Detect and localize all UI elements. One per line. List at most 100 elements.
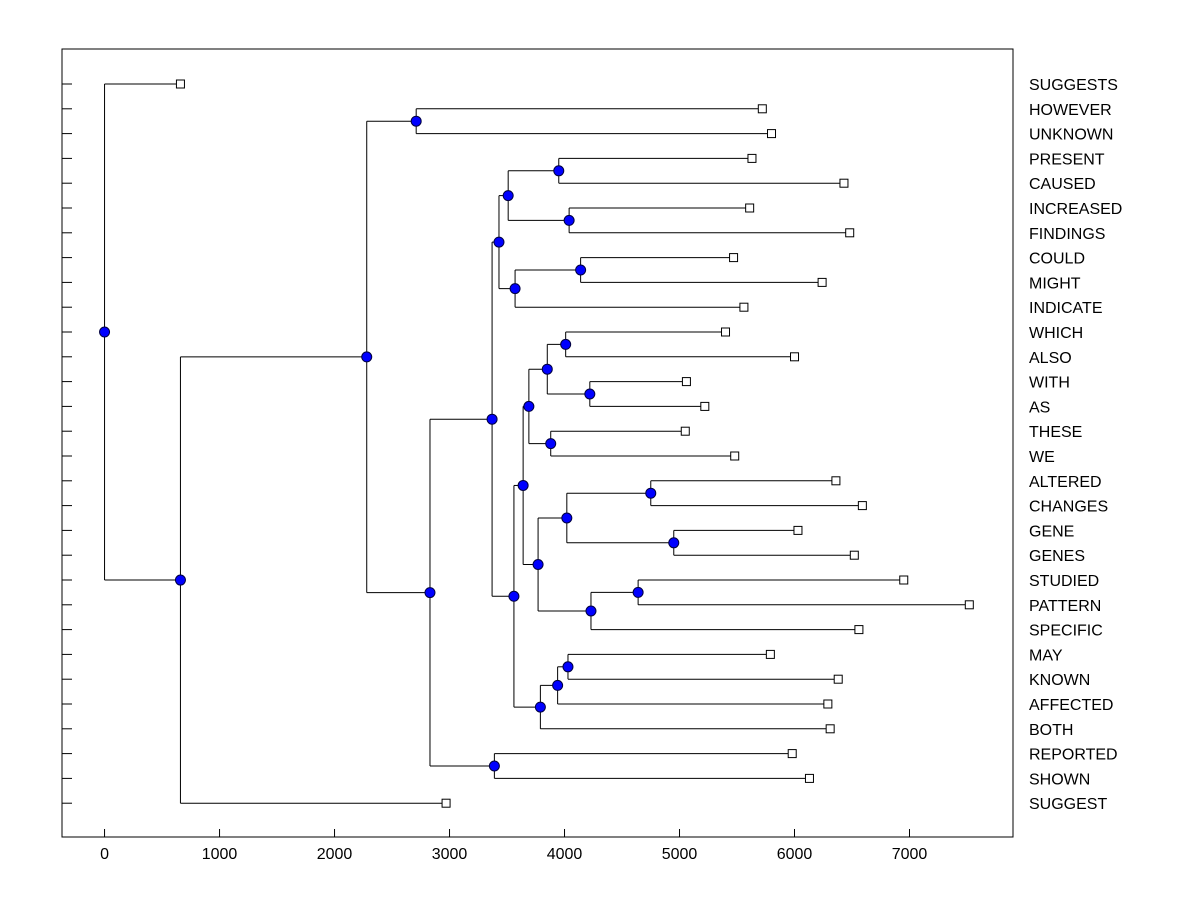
merge-node: [645, 487, 657, 499]
leaf-marker: [804, 773, 814, 783]
leaf-label: WHICH: [1029, 325, 1083, 342]
leaf-markers: [175, 79, 974, 808]
merge-node: [632, 586, 644, 598]
merge-nodes: [99, 115, 680, 772]
leaf-label: INDICATE: [1029, 300, 1102, 317]
leaf-marker: [441, 798, 451, 808]
leaf-marker: [739, 302, 749, 312]
leaf-marker: [729, 253, 739, 263]
leaf-label: AFFECTED: [1029, 697, 1113, 714]
leaf-marker: [730, 451, 740, 461]
merge-node: [575, 264, 587, 276]
leaf-label: KNOWN: [1029, 672, 1090, 689]
leaf-label: COULD: [1029, 251, 1085, 268]
leaf-label: INCREASED: [1029, 201, 1122, 218]
x-tick-label: 4000: [547, 846, 583, 863]
leaf-label: STUDIED: [1029, 573, 1099, 590]
leaf-label: UNKNOWN: [1029, 127, 1113, 144]
leaf-label: PRESENT: [1029, 151, 1105, 168]
leaf-marker: [964, 600, 974, 610]
merge-node: [541, 363, 553, 375]
merge-node: [488, 760, 500, 772]
leaf-label: MAY: [1029, 647, 1063, 664]
leaf-label: BOTH: [1029, 722, 1073, 739]
leaf-marker: [681, 377, 691, 387]
leaf-label: WITH: [1029, 375, 1070, 392]
merge-node: [668, 537, 680, 549]
leaf-label: SHOWN: [1029, 771, 1090, 788]
merge-node: [553, 165, 565, 177]
merge-node: [486, 413, 498, 425]
leaf-label: GENES: [1029, 548, 1085, 565]
merge-node: [563, 214, 575, 226]
merge-node: [493, 236, 505, 248]
x-tick-label: 1000: [202, 846, 238, 863]
leaf-label: HOWEVER: [1029, 102, 1112, 119]
leaf-marker: [175, 79, 185, 89]
merge-node: [552, 679, 564, 691]
leaf-label: SUGGEST: [1029, 796, 1107, 813]
leaf-marker: [854, 625, 864, 635]
leaf-marker: [700, 401, 710, 411]
merge-node: [174, 574, 186, 586]
leaf-label: THESE: [1029, 424, 1082, 441]
x-tick-label: 2000: [317, 846, 353, 863]
leaf-marker: [721, 327, 731, 337]
merge-node: [410, 115, 422, 127]
leaf-marker: [857, 501, 867, 511]
leaf-marker: [793, 525, 803, 535]
leaf-label: GENE: [1029, 523, 1074, 540]
merge-node: [584, 388, 596, 400]
x-tick-label: 7000: [892, 846, 928, 863]
leaf-marker: [849, 550, 859, 560]
plot-frame: [61, 48, 1014, 838]
x-tick-label: 3000: [432, 846, 468, 863]
merge-node: [532, 559, 544, 570]
x-tick-labels: 0 1000 2000 3000 4000 5000 6000 7000: [100, 846, 927, 863]
leaf-label: SUGGESTS: [1029, 77, 1118, 94]
leaf-marker: [747, 153, 757, 163]
merge-node: [545, 438, 557, 450]
merge-node: [562, 661, 574, 673]
leaf-marker: [787, 749, 797, 759]
leaf-label: CAUSED: [1029, 176, 1096, 193]
merge-node: [509, 283, 521, 295]
leaf-label: AS: [1029, 399, 1050, 416]
merge-node: [534, 701, 546, 713]
leaf-marker: [745, 203, 755, 213]
leaf-marker: [825, 724, 835, 734]
x-tick-label: 6000: [777, 846, 813, 863]
leaf-marker: [845, 228, 855, 238]
x-tick-label: 0: [100, 846, 109, 863]
merge-node: [561, 512, 573, 524]
leaf-label: SPECIFIC: [1029, 623, 1103, 640]
merge-node: [502, 190, 514, 202]
leaf-labels: SUGGESTS HOWEVER UNKNOWN PRESENT CAUSED INCRE…: [1029, 77, 1122, 813]
leaf-marker: [833, 674, 843, 684]
leaf-label: PATTERN: [1029, 598, 1101, 615]
leaf-label: MIGHT: [1029, 275, 1081, 292]
x-tick-label: 5000: [662, 846, 698, 863]
leaf-marker: [765, 649, 775, 659]
merge-node: [523, 400, 535, 412]
leaf-label: WE: [1029, 449, 1055, 466]
leaf-marker: [899, 575, 909, 585]
merge-node: [424, 587, 436, 599]
axis-ticks: [62, 83, 911, 837]
leaf-marker: [839, 178, 849, 188]
leaf-marker: [823, 699, 833, 709]
merge-node: [99, 326, 111, 338]
leaf-marker: [790, 352, 800, 362]
leaf-marker: [767, 129, 777, 139]
leaf-label: FINDINGS: [1029, 226, 1105, 243]
leaf-marker: [831, 476, 841, 486]
leaf-marker: [680, 426, 690, 436]
merge-node: [361, 351, 373, 363]
leaf-marker: [817, 277, 827, 287]
merge-node: [517, 479, 529, 491]
leaf-label: ALSO: [1029, 350, 1072, 367]
merge-node: [560, 338, 572, 350]
merge-node: [508, 590, 520, 602]
leaf-label: CHANGES: [1029, 499, 1108, 516]
